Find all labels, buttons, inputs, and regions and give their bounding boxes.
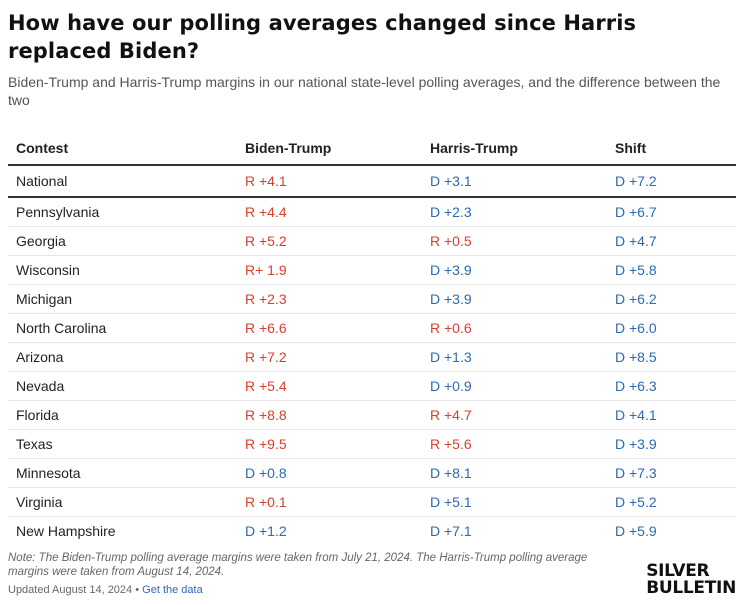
shift-cell: D +4.7	[607, 226, 736, 256]
biden-trump-cell: D +0.8	[237, 458, 422, 488]
shift-cell: D +5.9	[615, 523, 657, 539]
biden-trump-cell: R +4.1	[237, 165, 422, 198]
harris-trump-cell: R +0.6	[422, 313, 607, 343]
harris-trump-cell: R +0.5	[422, 226, 607, 256]
contest-cell: New Hampshire	[16, 523, 116, 539]
biden-trump-cell: R +6.6	[237, 313, 422, 343]
biden-trump-cell: R +0.1	[237, 487, 422, 517]
harris-trump-cell: D +0.9	[422, 371, 607, 401]
contest-cell: Georgia	[8, 226, 237, 256]
biden-trump-cell: R +2.3	[237, 284, 422, 314]
contest-cell: Nevada	[8, 371, 237, 401]
contest-cell: National	[8, 165, 237, 198]
harris-trump-cell: R +4.7	[422, 400, 607, 430]
shift-cell: D +6.0	[607, 313, 736, 343]
column-header-shift[interactable]: Shift	[607, 132, 736, 166]
biden-trump-cell: D +1.2	[245, 523, 287, 539]
contest-cell: Arizona	[8, 342, 237, 372]
column-header-harris-trump[interactable]: Harris-Trump	[422, 132, 607, 166]
logo-line-1: SILVER	[646, 561, 710, 581]
table-row: National R +4.1 D +3.1 D +7.2	[8, 165, 736, 198]
table-row: Georgia R +5.2 R +0.5 D +4.7	[8, 226, 736, 256]
shift-cell: D +4.1	[607, 400, 736, 430]
harris-trump-cell: R +5.6	[422, 429, 607, 459]
column-header-contest[interactable]: Contest	[8, 132, 237, 166]
table-row: Pennsylvania R +4.4 D +2.3 D +6.7	[8, 197, 736, 227]
shift-cell: D +7.2	[607, 165, 736, 198]
biden-trump-cell: R+ 1.9	[237, 255, 422, 285]
harris-trump-cell: D +8.1	[422, 458, 607, 488]
logo-line-2: BULLETIN	[646, 578, 736, 598]
shift-cell: D +5.2	[607, 487, 736, 517]
table-row: Virginia R +0.1 D +5.1 D +5.2	[8, 487, 736, 517]
biden-trump-cell: R +7.2	[237, 342, 422, 372]
biden-trump-cell: R +5.4	[237, 371, 422, 401]
harris-trump-cell: D +3.1	[422, 165, 607, 198]
shift-cell: D +8.5	[607, 342, 736, 372]
shift-cell: D +3.9	[607, 429, 736, 459]
table-row: Michigan R +2.3 D +3.9 D +6.2	[8, 284, 736, 314]
get-the-data-link[interactable]: Get the data	[142, 584, 203, 596]
contest-cell: Pennsylvania	[8, 197, 237, 227]
table-row: Nevada R +5.4 D +0.9 D +6.3	[8, 371, 736, 401]
contest-cell: Virginia	[8, 487, 237, 517]
footnote: Note: The Biden-Trump polling average ma…	[8, 552, 588, 578]
biden-trump-cell: R +8.8	[237, 400, 422, 430]
biden-trump-cell: R +4.4	[237, 197, 422, 227]
table-row: Texas R +9.5 R +5.6 D +3.9	[8, 429, 736, 459]
contest-cell: Florida	[8, 400, 237, 430]
harris-trump-cell: D +2.3	[422, 197, 607, 227]
separator-dot: •	[135, 584, 140, 596]
shift-cell: D +6.2	[607, 284, 736, 314]
harris-trump-cell: D +3.9	[422, 255, 607, 285]
harris-trump-cell: D +7.1	[430, 523, 472, 539]
chart-subtitle: Biden-Trump and Harris-Trump margins in …	[8, 74, 721, 108]
table-row: New Hampshire D +1.2 D +7.1 D +5.9	[8, 517, 736, 546]
table-row: Florida R +8.8 R +4.7 D +4.1	[8, 400, 736, 430]
silver-bulletin-logo: SILVER BULLETIN	[646, 563, 736, 597]
table-row: Arizona R +7.2 D +1.3 D +8.5	[8, 342, 736, 372]
column-header-biden-trump[interactable]: Biden-Trump	[237, 132, 422, 166]
chart-title: How have our polling averages changed si…	[8, 11, 637, 63]
table-row: North Carolina R +6.6 R +0.6 D +6.0	[8, 313, 736, 343]
contest-cell: Wisconsin	[8, 255, 237, 285]
polling-table: Contest Biden-Trump Harris-Trump Shift N…	[8, 132, 736, 545]
contest-cell: North Carolina	[8, 313, 237, 343]
updated-date: Updated August 14, 2024	[8, 584, 133, 596]
shift-cell: D +5.8	[607, 255, 736, 285]
harris-trump-cell: D +5.1	[422, 487, 607, 517]
shift-cell: D +6.3	[607, 371, 736, 401]
biden-trump-cell: R +9.5	[237, 429, 422, 459]
contest-cell: Texas	[8, 429, 237, 459]
table-row: Minnesota D +0.8 D +8.1 D +7.3	[8, 458, 736, 488]
table-body: National R +4.1 D +3.1 D +7.2 Pennsylvania R …	[8, 165, 736, 545]
shift-cell: D +6.7	[607, 197, 736, 227]
update-line: Updated August 14, 2024 • Get the data	[8, 584, 203, 596]
contest-cell: Minnesota	[8, 458, 237, 488]
table-row: Wisconsin R+ 1.9 D +3.9 D +5.8	[8, 255, 736, 285]
biden-trump-cell: R +5.2	[237, 226, 422, 256]
contest-cell: Michigan	[8, 284, 237, 314]
harris-trump-cell: D +1.3	[422, 342, 607, 372]
harris-trump-cell: D +3.9	[422, 284, 607, 314]
shift-cell: D +7.3	[607, 458, 736, 488]
table-header-row: Contest Biden-Trump Harris-Trump Shift	[8, 132, 736, 166]
